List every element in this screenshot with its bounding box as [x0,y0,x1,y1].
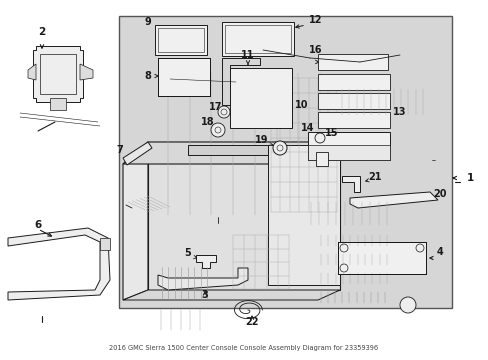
Bar [158,58,209,96]
Polygon shape [196,255,216,268]
Polygon shape [100,238,110,250]
Polygon shape [341,176,359,192]
Polygon shape [148,142,339,290]
Text: 7: 7 [116,145,123,155]
Circle shape [314,133,325,143]
Bar [307,132,389,160]
Polygon shape [123,290,339,300]
Text: 21: 21 [367,172,381,182]
Text: 12: 12 [308,15,322,25]
Polygon shape [123,142,339,164]
Polygon shape [267,145,339,285]
Polygon shape [28,64,36,80]
Text: 14: 14 [301,123,314,133]
Bar [337,242,425,274]
Polygon shape [33,46,83,102]
Text: 16: 16 [308,45,322,55]
Polygon shape [123,142,152,165]
Bar [224,25,290,53]
Polygon shape [349,192,437,208]
Text: 10: 10 [295,100,308,110]
Circle shape [218,106,229,118]
Text: 17: 17 [209,102,223,112]
Polygon shape [8,228,110,300]
Bar [155,25,206,55]
Bar [158,58,209,96]
Text: 9: 9 [144,17,151,27]
Bar [307,145,389,160]
Bar [337,242,425,274]
Bar [229,68,291,128]
Text: 18: 18 [201,117,214,127]
Bar [317,54,387,70]
Text: 20: 20 [432,189,446,199]
Bar [317,112,389,128]
Bar [315,152,327,166]
Text: 5: 5 [184,248,191,258]
Text: 2016 GMC Sierra 1500 Center Console Console Assembly Diagram for 23359396: 2016 GMC Sierra 1500 Center Console Cons… [109,345,378,351]
Circle shape [210,123,224,137]
Polygon shape [50,98,66,110]
Circle shape [399,297,415,313]
Bar [222,22,293,56]
Text: 15: 15 [325,128,338,138]
Bar [119,16,451,308]
Text: 4: 4 [436,247,443,257]
Text: 8: 8 [144,71,151,81]
Text: 19: 19 [255,135,268,145]
Text: 2: 2 [38,27,45,37]
Bar [158,28,203,52]
Text: 11: 11 [241,50,254,60]
Text: 6: 6 [34,220,41,230]
Bar [317,93,389,109]
Circle shape [272,141,286,155]
Polygon shape [187,145,267,155]
Text: 3: 3 [201,290,208,300]
Polygon shape [158,268,247,290]
Polygon shape [123,142,148,300]
Text: 13: 13 [392,107,406,117]
Bar [317,74,389,90]
Polygon shape [80,64,93,80]
Text: 1: 1 [466,173,473,183]
Text: 22: 22 [245,317,258,327]
